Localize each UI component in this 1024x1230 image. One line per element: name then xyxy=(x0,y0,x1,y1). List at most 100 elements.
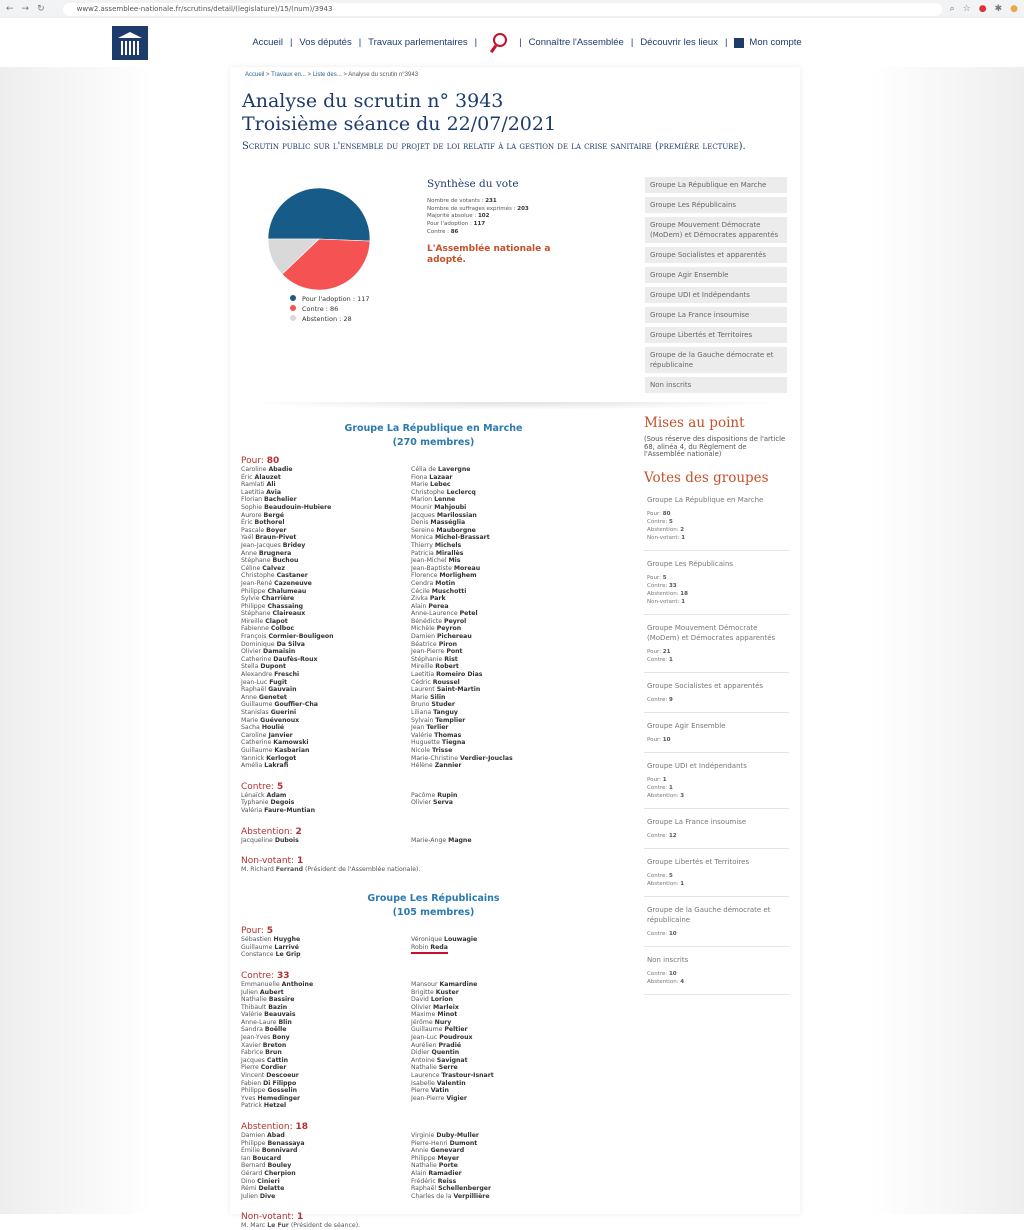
deputy-lastname[interactable]: Le Fur xyxy=(267,1222,289,1230)
deputy-name[interactable]: Éric Alauzet xyxy=(241,473,281,481)
sidebar-group-name[interactable]: Groupe Les Républicains xyxy=(647,559,734,568)
deputy-name[interactable]: Dominique Da Silva xyxy=(241,640,305,648)
deputy-name[interactable]: Damien Pichereau xyxy=(411,633,472,641)
deputy-name[interactable]: Nathalie Porte xyxy=(411,1162,458,1170)
deputy-name[interactable]: Florence Morlighem xyxy=(411,572,477,580)
deputy-name[interactable]: Mireille Clapot xyxy=(241,617,288,625)
deputy-name[interactable]: Béatrice Piron xyxy=(411,640,458,648)
deputy-name[interactable]: Catherine Kamowski xyxy=(241,739,309,747)
deputy-name[interactable]: Céline Calvez xyxy=(241,564,285,572)
deputy-name[interactable]: Christophe Leclercq xyxy=(411,488,476,496)
deputy-name[interactable]: Julien Aubert xyxy=(241,988,284,996)
deputy-name[interactable]: Olivier Serva xyxy=(411,799,453,807)
group-name[interactable]: Groupe La République en Marche xyxy=(344,423,523,434)
deputy-name[interactable]: Sébastien Huyghe xyxy=(241,936,301,944)
deputy-name[interactable]: Fabrice Brun xyxy=(241,1049,282,1057)
deputy-name[interactable]: Jean-Luc Fugit xyxy=(241,678,288,686)
deputy-name[interactable]: Monica Michel-Brassart xyxy=(411,534,490,542)
deputy-name[interactable]: Huguette Tiegna xyxy=(411,739,466,747)
deputy-name[interactable]: Philippe Chalumeau xyxy=(241,587,307,595)
back-icon[interactable]: ← xyxy=(6,4,14,14)
deputy-name[interactable]: Brigitte Kuster xyxy=(411,988,459,996)
deputy-name[interactable]: Alexandre Freschi xyxy=(241,671,300,679)
deputy-name[interactable]: Yannick Kerlogot xyxy=(241,754,297,762)
deputy-name[interactable]: Laetitia Romeiro Dias xyxy=(411,671,483,679)
breadcrumb-accueil[interactable]: Accueil xyxy=(245,72,265,78)
deputy-name[interactable]: Annie Genevard xyxy=(411,1147,465,1155)
deputy-name[interactable]: Mireille Robert xyxy=(411,663,459,671)
nav-mon-compte[interactable]: Mon compte xyxy=(749,37,802,48)
deputy-name[interactable]: Aurore Bergé xyxy=(241,511,285,519)
deputy-lastname[interactable]: Ferrand xyxy=(275,866,304,874)
deputy-name[interactable]: Émilie Bonnivard xyxy=(241,1147,298,1155)
deputy-name[interactable]: Emmanuelle Anthoine xyxy=(241,980,314,988)
deputy-name[interactable]: Marie-Christine Verdier-Jouclas xyxy=(411,754,513,762)
deputy-name[interactable]: Typhanie Degois xyxy=(241,799,295,807)
deputy-name[interactable]: Sophie Beaudouin-Hubiere xyxy=(241,503,332,511)
deputy-name[interactable]: Marie-Ange Magne xyxy=(411,836,472,844)
group-button[interactable]: Groupe La République en Marche xyxy=(645,177,787,193)
deputy-name[interactable]: Anne Brugnera xyxy=(241,549,292,557)
nav-accueil[interactable]: Accueil xyxy=(252,37,283,48)
sidebar-group-name[interactable]: Groupe de la Gauche démocrate et républi… xyxy=(647,905,771,924)
deputy-name[interactable]: Florian Bachelier xyxy=(241,496,297,504)
sidebar-group-name[interactable]: Groupe La République en Marche xyxy=(647,495,764,504)
deputy-name[interactable]: Alain Perea xyxy=(411,602,449,610)
deputy-name[interactable]: Jean-Pierre Pont xyxy=(411,648,463,656)
deputy-name[interactable]: Bénédicte Peyrol xyxy=(411,617,467,625)
deputy-name[interactable]: Anne Genetet xyxy=(241,693,287,701)
group-button[interactable]: Groupe Socialistes et apparentés xyxy=(645,247,787,263)
group-button[interactable]: Groupe Agir Ensemble xyxy=(645,267,787,283)
deputy-name[interactable]: Anne-Laure Blin xyxy=(241,1018,292,1026)
deputy-name[interactable]: David Lorion xyxy=(411,996,453,1004)
deputy-name[interactable]: Julien Dive xyxy=(241,1192,276,1200)
deputy-name[interactable]: Isabelle Valentin xyxy=(411,1079,466,1087)
extension-icon[interactable]: ● xyxy=(978,4,987,14)
deputy-name[interactable]: Pascale Boyer xyxy=(241,526,287,534)
deputy-name[interactable]: Ian Boucard xyxy=(241,1154,282,1162)
deputy-name[interactable]: Lénaïck Adam xyxy=(241,791,287,799)
deputy-name[interactable]: Nicole Trisse xyxy=(411,746,453,754)
deputy-name[interactable]: Didier Quentin xyxy=(411,1049,460,1057)
deputy-name[interactable]: Zivka Park xyxy=(411,595,446,603)
deputy-name[interactable]: Philippe Benassaya xyxy=(241,1139,305,1147)
deputy-name[interactable]: Caroline Abadie xyxy=(241,466,293,473)
zoom-icon[interactable]: ⌕ xyxy=(949,4,955,14)
forward-icon[interactable]: → xyxy=(21,4,30,14)
deputy-name[interactable]: Patricia Mirallès xyxy=(411,549,464,557)
group-button[interactable]: Groupe UDI et Indépendants xyxy=(645,287,787,303)
deputy-name[interactable]: Éric Bothorel xyxy=(241,519,285,527)
nav-connaitre[interactable]: Connaître l'Assemblée xyxy=(528,37,624,48)
deputy-name[interactable]: Sylvie Charrière xyxy=(241,595,295,603)
deputy-name[interactable]: Pacôme Rupin xyxy=(411,791,458,799)
deputy-name[interactable]: Catherine Daufès-Roux xyxy=(241,655,318,663)
breadcrumb-liste[interactable]: Liste des... xyxy=(312,72,342,78)
deputy-name[interactable]: Valéria Faure-Muntian xyxy=(241,806,315,814)
deputy-name[interactable]: Charles de la Verpillière xyxy=(411,1192,490,1200)
breadcrumb-travaux[interactable]: Travaux en... xyxy=(271,72,306,78)
deputy-name[interactable]: Robin Reda xyxy=(411,944,448,955)
sidebar-group-name[interactable]: Groupe Libertés et Territoires xyxy=(647,857,750,866)
deputy-name[interactable]: Philippe Chassaing xyxy=(241,602,304,610)
deputy-name[interactable]: Gérard Cherpion xyxy=(241,1169,296,1177)
deputy-name[interactable]: Damien Abad xyxy=(241,1132,285,1139)
nav-travaux[interactable]: Travaux parlementaires xyxy=(368,37,468,48)
deputy-name[interactable]: Yves Hemedinger xyxy=(241,1094,301,1102)
group-button[interactable]: Groupe Les Républicains xyxy=(645,197,787,213)
deputy-name[interactable]: Marie Silin xyxy=(411,693,446,701)
deputy-name[interactable]: Stéphanie Rist xyxy=(411,655,458,663)
deputy-name[interactable]: Cécile Muschotti xyxy=(411,587,467,595)
deputy-name[interactable]: Jean-Baptiste Moreau xyxy=(411,564,481,572)
deputy-name[interactable]: Olivier Damaisin xyxy=(241,648,296,656)
deputy-name[interactable]: Guillaume Gouffier-Cha xyxy=(241,701,318,709)
deputy-name[interactable]: Stanislas Guerini xyxy=(241,709,297,716)
sidebar-group-name[interactable]: Groupe Agir Ensemble xyxy=(647,721,726,730)
group-button[interactable]: Non inscrits xyxy=(645,377,787,393)
deputy-name[interactable]: Liliana Tanguy xyxy=(411,709,458,716)
nav-decouvrir[interactable]: Découvrir les lieux xyxy=(640,37,718,48)
sidebar-group-name[interactable]: Non inscrits xyxy=(647,955,689,964)
deputy-name[interactable]: Jean-Yves Bony xyxy=(241,1034,290,1042)
deputy-name[interactable]: Alain Ramadier xyxy=(411,1169,462,1177)
search-icon[interactable] xyxy=(490,32,508,53)
deputy-name[interactable]: Aurélien Pradié xyxy=(411,1041,462,1049)
